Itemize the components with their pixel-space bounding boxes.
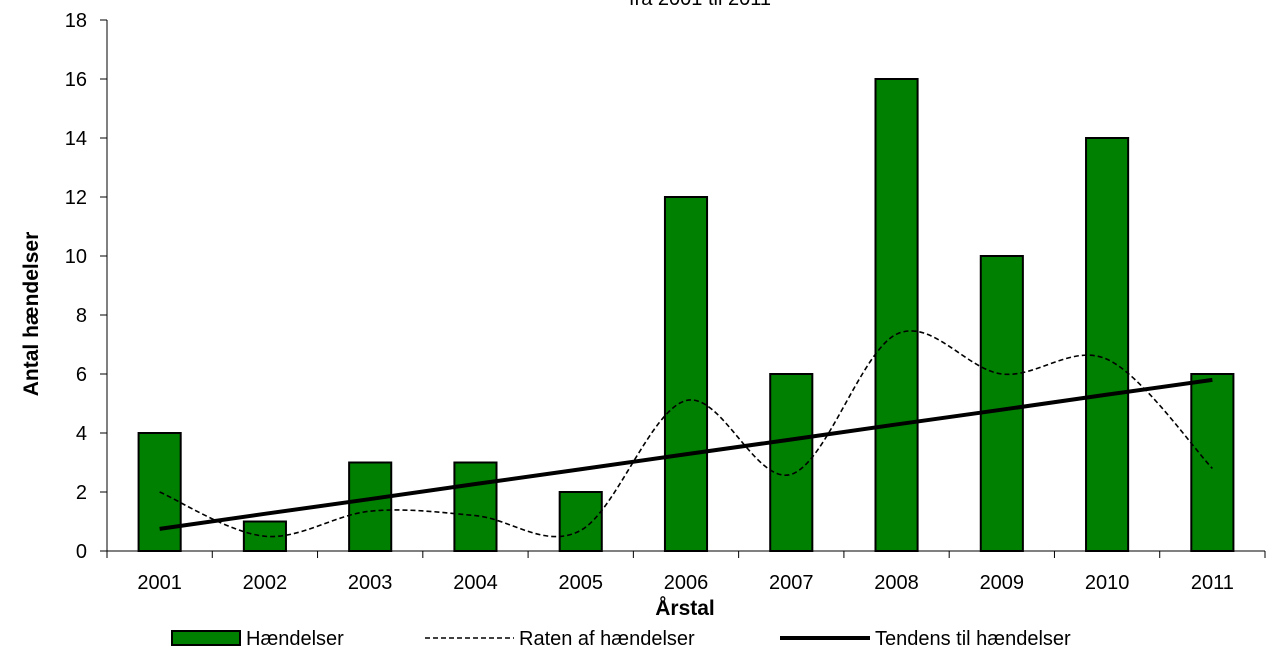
bar	[769, 373, 814, 552]
x-tick-label: 2010	[1085, 572, 1130, 594]
legend-label: Hændelser	[246, 628, 344, 650]
rate-line	[159, 330, 1213, 538]
legend-swatch-bar	[171, 630, 241, 646]
x-tick-label: 2008	[874, 572, 919, 594]
x-tick-label: 2007	[769, 572, 814, 594]
x-tick-label: 2009	[980, 572, 1025, 594]
y-tick-label: 0	[76, 541, 87, 563]
x-tick-label: 2004	[453, 572, 498, 594]
trend-line	[159, 377, 1213, 531]
y-tick-label: 14	[65, 128, 87, 150]
y-tick-label: 4	[76, 423, 87, 445]
chart-title: fra 2001 til 2011	[629, 0, 771, 10]
x-tick-label: 2003	[348, 572, 393, 594]
bar	[558, 491, 603, 552]
y-axis-ticks: 0 2 4 6 8 10 12 14 16 18	[65, 10, 107, 563]
bar	[453, 461, 498, 552]
y-tick-label: 16	[65, 69, 87, 91]
bar	[348, 461, 393, 552]
bar	[663, 196, 709, 552]
line-series	[159, 330, 1213, 538]
x-tick-label: 2002	[243, 572, 288, 594]
bar-series	[137, 78, 1235, 552]
x-tick-label: 2011	[1191, 572, 1234, 594]
bar	[874, 78, 919, 552]
x-tick-label: 2006	[664, 572, 709, 594]
legend-label: Tendens til hændelser	[875, 628, 1071, 650]
x-tick-label: 2001	[137, 572, 182, 594]
axes	[106, 20, 1265, 552]
y-tick-label: 18	[65, 10, 87, 32]
y-tick-label: 8	[76, 305, 87, 327]
y-tick-label: 6	[76, 364, 87, 386]
bar	[979, 255, 1024, 552]
legend: Hændelser Raten af hændelser Tendens til h…	[171, 628, 1071, 650]
x-tick-label: 2005	[558, 572, 603, 594]
y-tick-label: 2	[76, 482, 87, 504]
y-axis-title: Antal hændelser	[20, 232, 43, 397]
x-axis-title: Årstal	[655, 596, 715, 620]
y-tick-label: 10	[65, 246, 87, 268]
legend-label: Raten af hændelser	[519, 628, 695, 650]
bar	[1085, 137, 1130, 552]
bar	[1190, 373, 1235, 552]
y-tick-label: 12	[65, 187, 87, 209]
x-axis-ticks: 2001 2002 2003 2004 2005 2006 2007 2008 2009 2010…	[106, 551, 1266, 594]
